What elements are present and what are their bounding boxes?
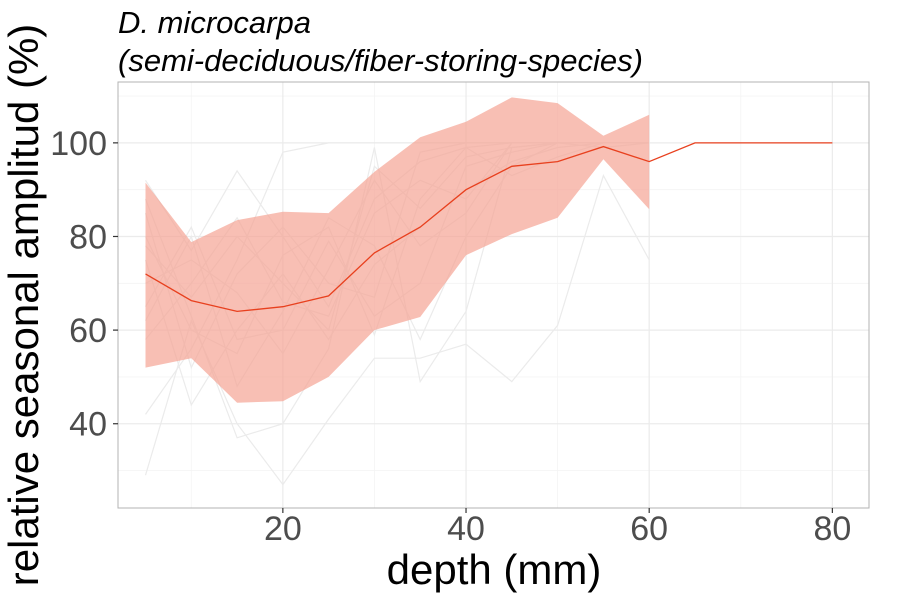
chart-title-line-1: D. microcarpa: [118, 5, 311, 40]
range-band: [145, 97, 650, 403]
y-tick-label: 40: [69, 406, 107, 444]
x-tick-label: 80: [813, 510, 851, 548]
x-tick-labels: 20 40 60 80: [264, 510, 851, 548]
x-tick-label: 60: [630, 510, 668, 548]
y-tick-label: 100: [50, 125, 107, 163]
mean-series-line: [145, 142, 833, 313]
x-tick-label: 40: [447, 510, 485, 548]
x-tick-label: 20: [264, 510, 302, 548]
panel-border: [117, 81, 870, 509]
y-tick-labels: 40 60 80 100: [50, 125, 107, 444]
axis-ticks: [113, 142, 833, 513]
x-axis-title: depth (mm): [387, 546, 602, 593]
y-tick-label: 80: [69, 218, 107, 256]
y-axis-title: relative seasonal amplitud (%): [0, 24, 47, 587]
individual-line: [144, 174, 650, 486]
chart-title-line-2: (semi-deciduous/fiber-storing-species): [118, 43, 643, 78]
y-tick-label: 60: [69, 312, 107, 350]
